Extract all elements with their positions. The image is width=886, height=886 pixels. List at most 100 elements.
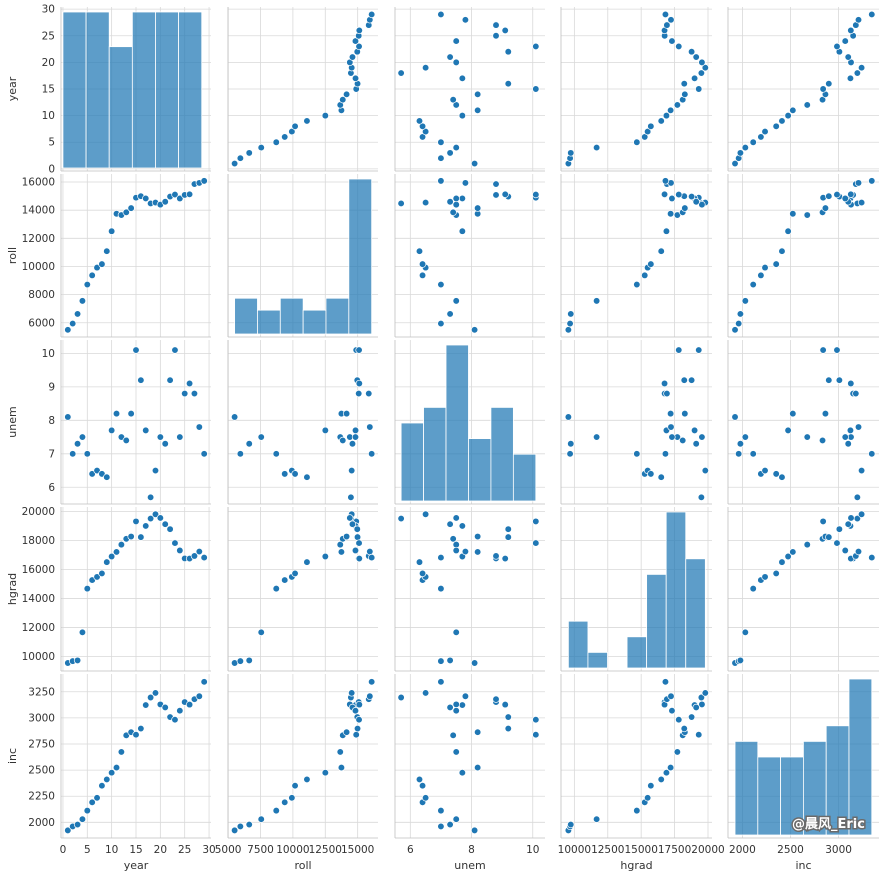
x-tick-label: 10: [105, 844, 118, 856]
panel-background: [561, 340, 712, 504]
data-point: [368, 10, 376, 19]
data-point: [452, 707, 460, 715]
data-point: [321, 111, 329, 120]
data-point: [122, 208, 130, 216]
data-point: [171, 190, 179, 199]
data-point: [731, 159, 739, 168]
data-point: [353, 525, 361, 533]
data-point: [446, 310, 454, 318]
data-point: [195, 423, 203, 431]
data-point: [397, 69, 405, 77]
data-point: [825, 533, 833, 541]
data-point: [772, 569, 780, 578]
y-tick-label: 2750: [28, 738, 55, 750]
data-point: [761, 466, 769, 475]
panel-background: [395, 174, 545, 337]
data-point: [137, 533, 145, 541]
data-point: [347, 493, 355, 501]
data-point: [103, 247, 111, 255]
data-point: [73, 656, 82, 665]
data-point: [847, 26, 855, 35]
data-point: [348, 466, 356, 475]
data-point: [291, 470, 299, 478]
data-point: [833, 346, 841, 354]
data-point: [778, 247, 786, 255]
panel-year-vs-roll: [227, 7, 378, 172]
data-point: [117, 748, 126, 756]
x-tick-label: 25: [178, 844, 191, 856]
histogram-bar: [734, 741, 759, 836]
data-point: [833, 42, 841, 51]
data-point: [368, 450, 376, 458]
data-point: [566, 319, 574, 328]
data-point: [446, 656, 454, 665]
data-point: [564, 413, 573, 421]
data-point: [346, 514, 354, 522]
data-point: [675, 715, 683, 724]
data-point: [151, 689, 160, 697]
data-point: [107, 769, 116, 777]
data-point: [847, 190, 855, 198]
panel-background: [561, 174, 712, 337]
data-point: [236, 154, 245, 162]
data-point: [470, 826, 479, 835]
data-point: [230, 826, 239, 835]
data-point: [353, 724, 362, 733]
data-point: [736, 310, 745, 318]
panel-inc-vs-unem: [394, 674, 545, 839]
data-point: [161, 703, 169, 712]
panel-background: [728, 174, 879, 337]
data-point: [437, 280, 445, 289]
y-tick-label: 14000: [22, 593, 55, 605]
data-point: [176, 707, 184, 715]
data-point: [857, 510, 866, 518]
data-point: [566, 450, 574, 458]
y-tick-label: 0: [48, 163, 55, 175]
data-point: [122, 436, 130, 445]
data-point: [666, 409, 675, 418]
histogram-bar: [512, 453, 537, 502]
data-point: [641, 271, 649, 280]
panel-background: [228, 674, 378, 838]
data-point: [853, 493, 862, 501]
data-point: [731, 326, 739, 334]
data-point: [291, 569, 299, 578]
data-point: [415, 775, 424, 784]
data-point: [844, 520, 852, 528]
data-point: [272, 138, 280, 146]
data-point: [69, 319, 77, 328]
data-point: [176, 433, 184, 441]
data-point: [185, 379, 194, 388]
data-point: [835, 525, 844, 533]
histogram-bar: [62, 11, 87, 169]
data-point: [735, 319, 743, 328]
data-point: [437, 10, 445, 19]
histogram-bar: [848, 678, 873, 836]
data-point: [854, 179, 863, 187]
data-point: [112, 763, 121, 772]
histogram-bar: [400, 422, 424, 502]
x-tick-label: 15000: [341, 844, 374, 856]
x-tick-label: 12500: [591, 844, 624, 856]
data-point: [355, 554, 363, 563]
data-point: [437, 553, 445, 562]
panel-unem-vs-unem: [394, 340, 545, 505]
data-point: [132, 346, 140, 354]
x-tick-label: 20000: [691, 844, 724, 856]
x-tick-label: 12500: [309, 844, 342, 856]
data-point: [281, 798, 289, 806]
data-point: [452, 700, 460, 709]
data-point: [643, 794, 652, 802]
histogram-bar: [348, 178, 373, 335]
data-point: [663, 21, 671, 29]
y-tick-label: 5: [48, 137, 55, 149]
y-tick-label: 15: [42, 84, 55, 96]
data-point: [161, 198, 169, 206]
data-point: [355, 26, 363, 35]
data-point: [64, 413, 72, 421]
data-point: [355, 715, 363, 724]
data-point: [415, 247, 424, 255]
data-point: [88, 271, 96, 280]
histogram-bar: [155, 11, 180, 169]
data-point: [351, 433, 360, 441]
